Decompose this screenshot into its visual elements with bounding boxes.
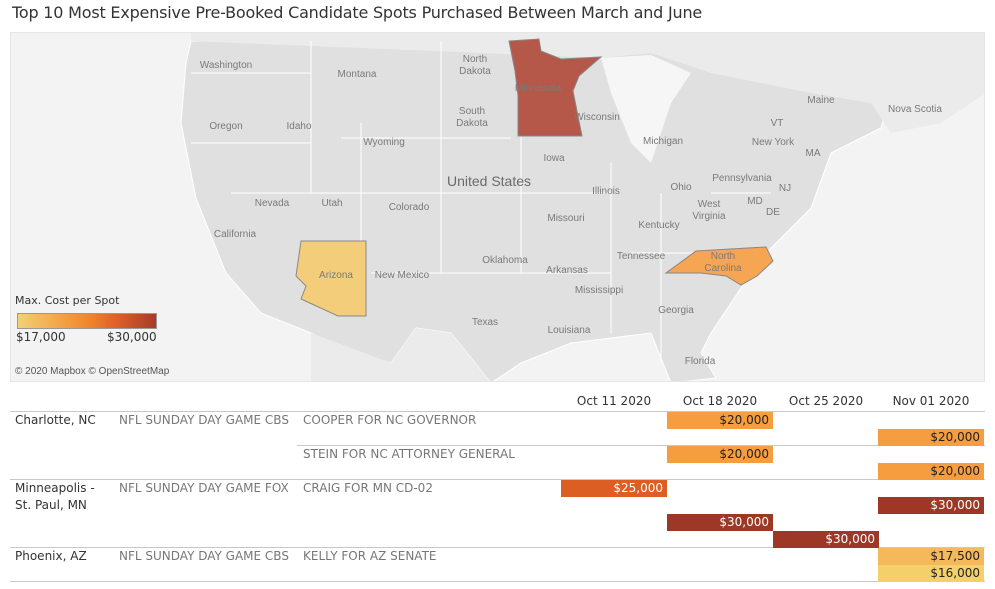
- minnesota-shape: [508, 38, 603, 137]
- cost-mark[interactable]: $20,000: [667, 412, 773, 429]
- market-cell: Charlotte, NC: [15, 413, 96, 427]
- advertiser-cell: COOPER FOR NC GOVERNOR: [303, 413, 477, 427]
- country-label: United States: [446, 173, 532, 189]
- state-label: Mississippi: [574, 285, 624, 296]
- state-label: Colorado: [388, 202, 430, 213]
- state-label: Pennsylvania: [712, 173, 772, 184]
- state-label: Texas: [471, 317, 499, 328]
- cost-mark[interactable]: $16,000: [878, 565, 984, 582]
- table-top-line: [10, 411, 985, 412]
- state-label: Florida: [684, 356, 716, 367]
- north-carolina-shape: [664, 246, 774, 286]
- state-label: Louisiana: [547, 325, 591, 336]
- column-header: Oct 11 2020: [576, 394, 652, 408]
- state-label: Illinois: [592, 186, 620, 197]
- state-map[interactable]: Washington Montana North Dakota Wisconsin Mi…: [10, 32, 985, 382]
- column-header: Oct 25 2020: [788, 394, 864, 408]
- state-label: Nova Scotia: [888, 104, 942, 115]
- state-label: New York: [751, 137, 795, 148]
- canada-land: [191, 33, 984, 133]
- state-label: Kentucky: [638, 220, 680, 231]
- state-label: Washington: [199, 60, 253, 71]
- arizona-shape: [295, 240, 367, 317]
- map-credit[interactable]: © 2020 Mapbox © OpenStreetMap: [15, 366, 170, 377]
- state-label: NJ: [778, 183, 792, 194]
- state-label: South Dakota: [456, 106, 488, 129]
- cost-mark[interactable]: $30,000: [773, 531, 879, 548]
- row-divider: [10, 581, 985, 582]
- state-label: California: [213, 229, 257, 240]
- state-label: Missouri: [547, 213, 585, 224]
- market-cell: Phoenix, AZ: [15, 549, 87, 563]
- cost-mark[interactable]: $20,000: [878, 463, 984, 480]
- column-header: Oct 18 2020: [682, 394, 758, 408]
- state-label: Nevada: [254, 198, 290, 209]
- row-divider: [10, 479, 985, 480]
- state-borders: [191, 41, 771, 363]
- market-cell: Minneapolis - St. Paul, MN: [15, 481, 95, 512]
- dashboard-title: Top 10 Most Expensive Pre-Booked Candida…: [12, 3, 703, 22]
- state-label: Oklahoma: [482, 255, 528, 266]
- state-label: North Carolina: [704, 251, 742, 274]
- state-label: Georgia: [658, 305, 694, 316]
- program-cell: NFL SUNDAY DAY GAME CBS: [119, 549, 289, 563]
- legend-min-label: $17,000: [16, 330, 66, 344]
- state-label: Oregon: [209, 121, 243, 132]
- row-divider: [297, 445, 985, 446]
- row-divider: [10, 547, 985, 548]
- mexico-land: [311, 328, 490, 381]
- state-label: New Mexico: [374, 270, 430, 281]
- advertiser-cell: STEIN FOR NC ATTORNEY GENERAL: [303, 447, 515, 461]
- program-cell: NFL SUNDAY DAY GAME FOX: [119, 481, 289, 495]
- cost-mark[interactable]: $20,000: [878, 429, 984, 446]
- state-label: Maine: [807, 95, 835, 106]
- state-label: MA: [805, 148, 821, 159]
- state-label: Utah: [321, 198, 343, 209]
- advertiser-cell: CRAIG FOR MN CD-02: [303, 481, 433, 495]
- state-label: Idaho: [286, 121, 312, 132]
- state-label: MD: [747, 196, 763, 207]
- legend-max-label: $30,000: [107, 330, 157, 344]
- state-label: Minnesota: [514, 83, 562, 94]
- state-label: Wyoming: [363, 137, 405, 148]
- cost-mark[interactable]: $30,000: [878, 497, 984, 514]
- state-label: West Virginia: [692, 199, 726, 222]
- advertiser-cell: KELLY FOR AZ SENATE: [303, 549, 437, 563]
- column-header: Nov 01 2020: [892, 394, 970, 408]
- cost-mark[interactable]: $30,000: [667, 514, 773, 531]
- state-label: Arizona: [319, 270, 353, 281]
- state-label: Montana: [337, 69, 377, 80]
- legend-gradient: [17, 313, 157, 329]
- state-label: Michigan: [642, 136, 684, 147]
- state-label: Tennessee: [616, 251, 666, 262]
- great-lakes: [601, 55, 691, 163]
- color-legend: Max. Cost per Spot $17,000 $30,000: [15, 294, 165, 348]
- state-label: Wisconsin: [574, 112, 620, 123]
- state-label: DE: [766, 207, 780, 218]
- cost-mark[interactable]: $17,500: [878, 548, 984, 565]
- program-cell: NFL SUNDAY DAY GAME CBS: [119, 413, 289, 427]
- state-label: North Dakota: [459, 54, 491, 77]
- state-label: VT: [770, 118, 784, 129]
- cost-mark[interactable]: $20,000: [667, 446, 773, 463]
- map-base: [11, 33, 984, 381]
- state-label: Arkansas: [546, 265, 588, 276]
- state-label: Ohio: [670, 182, 692, 193]
- legend-title: Max. Cost per Spot: [15, 294, 120, 307]
- cost-mark[interactable]: $25,000: [561, 480, 667, 497]
- state-label: Iowa: [543, 153, 565, 164]
